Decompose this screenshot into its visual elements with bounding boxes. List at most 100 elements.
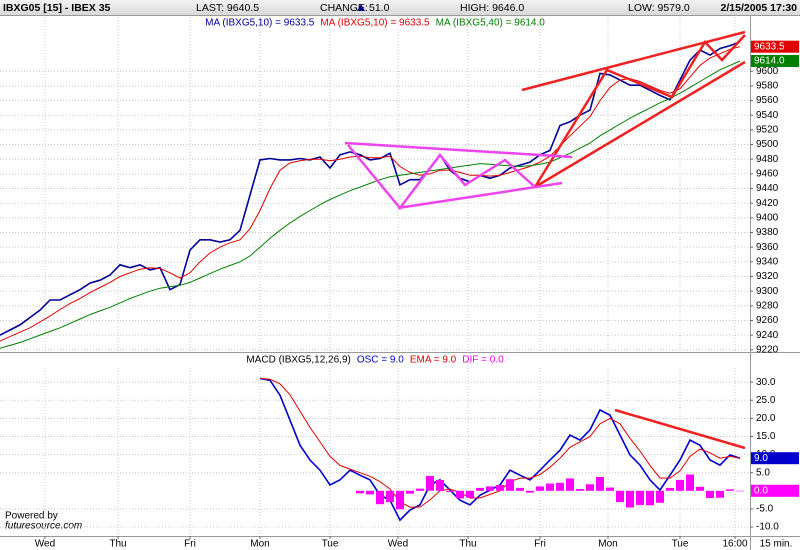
histogram-bar	[666, 487, 674, 491]
histogram-bar	[576, 488, 584, 491]
trendline	[521, 30, 746, 92]
histogram-bar	[526, 490, 534, 493]
symbol-title: IBXG05 [15] - IBEX 35	[3, 2, 111, 14]
trendlines	[344, 30, 746, 450]
histogram-bar	[496, 485, 504, 491]
y-tick-label: 5.0	[756, 467, 770, 478]
histogram-bar	[426, 475, 434, 491]
histogram-bar	[626, 490, 634, 508]
legend-entry: DIF = 0.0	[462, 355, 504, 366]
x-tick-label: Tue	[322, 539, 339, 550]
series-line	[0, 46, 741, 342]
histogram-bar	[676, 479, 684, 491]
y-tick-label: 9220	[756, 344, 779, 355]
histogram-bar	[586, 484, 594, 491]
x-tick-label: Thu	[459, 539, 476, 550]
end-label: 0.0	[754, 485, 768, 496]
y-tick-label: -5.0	[756, 504, 774, 515]
datetime: 2/15/2005 17:30	[721, 2, 798, 14]
y-tick-label: 9400	[756, 212, 779, 223]
legend-entry: OSC = 9.0	[357, 355, 404, 366]
end-label-box	[751, 484, 799, 497]
y-tick-label: 9420	[756, 198, 779, 209]
trendline	[533, 34, 746, 188]
y-tick-label: 9340	[756, 256, 779, 267]
x-tick-label: Fri	[184, 539, 196, 550]
y-tick-label: 9480	[756, 154, 779, 165]
histogram-bar	[486, 486, 494, 491]
histogram-bar	[646, 490, 654, 506]
trendline	[614, 408, 746, 450]
y-tick-label: 9500	[756, 139, 779, 150]
histogram-bar	[516, 487, 524, 491]
y-tick-label: 9360	[756, 242, 779, 253]
histogram-bar	[406, 490, 414, 494]
end-label-box	[751, 40, 799, 53]
histogram-bar	[476, 487, 484, 491]
x-tick-label: Fri	[534, 539, 546, 550]
end-label: 9614.0	[754, 56, 785, 67]
end-label: 9.0	[754, 453, 768, 464]
y-tick-label: 9440	[756, 183, 779, 194]
watermark-small: Powered by	[5, 511, 58, 522]
histogram-bar	[596, 477, 604, 491]
histogram-bar	[606, 487, 614, 491]
panel-title: MACD (IBXG5,12,26,9)	[246, 355, 350, 366]
y-tick-label: 9540	[756, 110, 779, 121]
watermark: futuresource.com	[5, 521, 82, 532]
histogram-bar	[366, 490, 374, 495]
histogram-bar	[456, 490, 464, 499]
y-tick-label: 9380	[756, 227, 779, 238]
legend-entry: MA (IBXG5,40) = 9614.0	[436, 18, 546, 29]
histogram-bar	[736, 490, 744, 492]
histogram-bar	[506, 479, 514, 491]
y-tick-label: 20.0	[756, 413, 776, 424]
histogram-bar	[446, 490, 454, 492]
histogram-bar	[696, 486, 704, 491]
histogram-bar	[706, 490, 714, 499]
y-tick-label: 9300	[756, 286, 779, 297]
last-price: LAST: 9640.5	[196, 2, 259, 14]
x-tick-label: Thu	[109, 539, 126, 550]
y-tick-label: 9560	[756, 95, 779, 106]
y-tick-label: 9280	[756, 300, 779, 311]
legend-entry: MA (IBXG5,10) = 9633.5	[205, 18, 315, 29]
end-label-box	[751, 54, 799, 67]
y-tick-label: 9580	[756, 81, 779, 92]
y-tick-label: 9260	[756, 315, 779, 326]
low: LOW: 9579.0	[628, 2, 690, 14]
histogram-bar	[396, 490, 404, 510]
x-tick-label: 16:00	[722, 539, 747, 550]
header-bar	[0, 0, 800, 15]
histogram-bar	[546, 483, 554, 491]
change-value: 51.0	[369, 2, 390, 14]
trendline	[397, 181, 563, 210]
x-tick-label: Wed	[35, 539, 55, 550]
histogram-bar	[686, 474, 694, 491]
histogram-bar	[386, 490, 394, 503]
histogram-bar	[716, 490, 724, 498]
series-line	[259, 377, 741, 522]
series-line	[0, 41, 741, 336]
y-tick-label: 25.0	[756, 395, 776, 406]
change-label: CHANGE:	[320, 2, 368, 14]
histogram-bar	[376, 490, 384, 505]
histogram-bar	[636, 490, 644, 505]
trendline	[347, 144, 536, 211]
histogram-bar	[466, 490, 474, 498]
y-tick-label: 9520	[756, 125, 779, 136]
histogram-bar	[656, 490, 664, 503]
legend-entry: EMA = 9.0	[410, 355, 457, 366]
x-axis-label: 15 min.	[760, 539, 793, 550]
y-tick-label: 9600	[756, 66, 779, 77]
histogram-bar	[356, 490, 364, 494]
histogram-bar	[536, 486, 544, 491]
y-tick-label: 9460	[756, 169, 779, 180]
x-tick-label: Mon	[598, 539, 617, 550]
y-tick-label: 9240	[756, 330, 779, 341]
x-tick-label: Mon	[250, 539, 269, 550]
histogram-bar	[416, 488, 424, 491]
histogram-bar	[726, 489, 734, 491]
end-label: 9633.5	[754, 41, 785, 52]
